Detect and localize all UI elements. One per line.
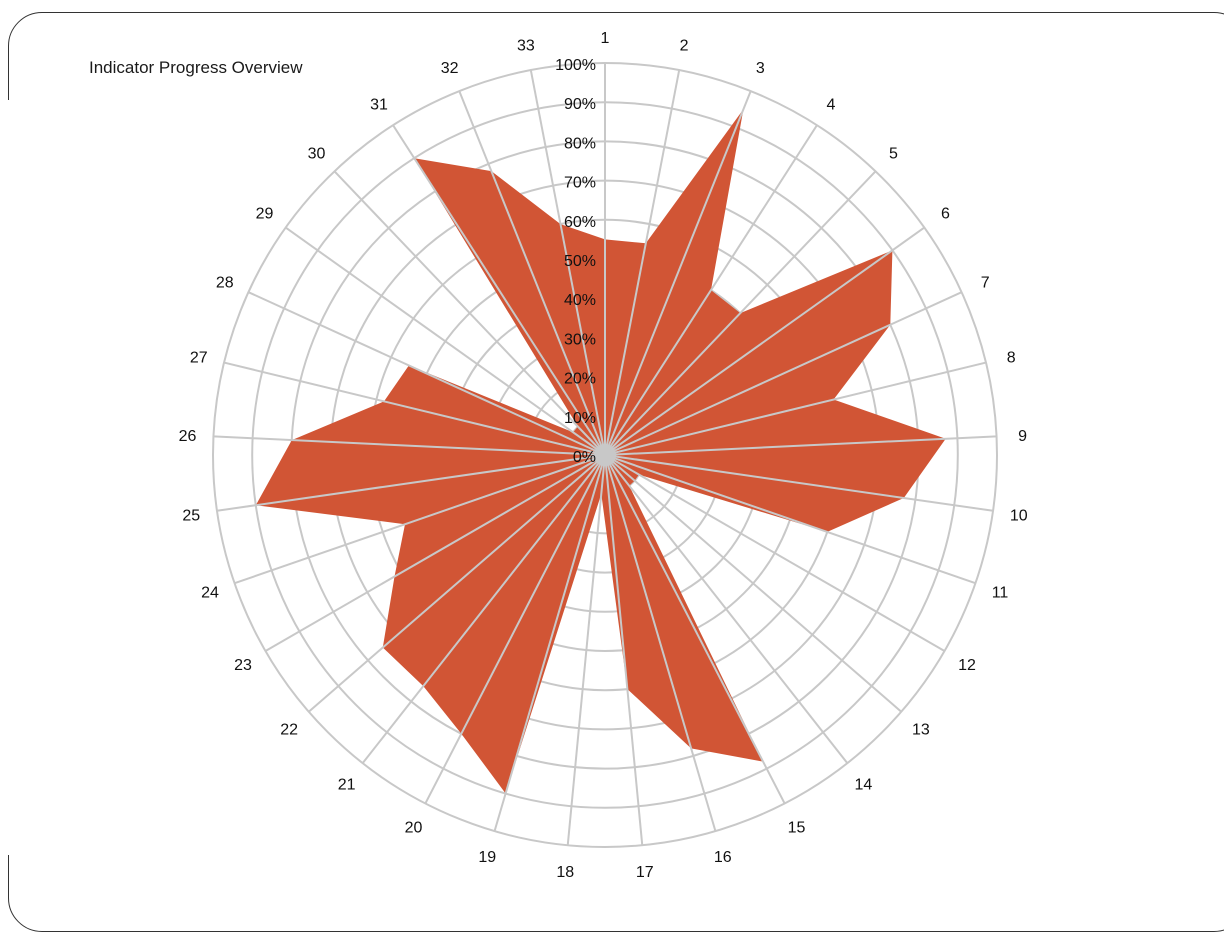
category-label-5: 5 xyxy=(889,145,898,162)
radial-tick-label: 10% xyxy=(564,410,596,427)
radial-tick-label: 70% xyxy=(564,175,596,192)
category-label-29: 29 xyxy=(256,206,274,223)
category-label-28: 28 xyxy=(216,274,234,291)
category-label-16: 16 xyxy=(714,849,732,866)
category-label-3: 3 xyxy=(756,60,765,77)
category-label-31: 31 xyxy=(370,96,388,113)
category-label-26: 26 xyxy=(179,428,197,445)
category-label-27: 27 xyxy=(190,349,208,366)
category-label-11: 11 xyxy=(992,585,1009,602)
category-label-10: 10 xyxy=(1010,507,1028,524)
category-label-19: 19 xyxy=(478,849,496,866)
category-label-1: 1 xyxy=(601,30,610,47)
category-label-21: 21 xyxy=(338,777,356,794)
category-label-8: 8 xyxy=(1007,349,1016,366)
category-label-33: 33 xyxy=(517,38,535,55)
category-label-2: 2 xyxy=(680,38,689,55)
category-label-15: 15 xyxy=(788,820,806,837)
category-label-12: 12 xyxy=(958,657,976,674)
radial-tick-label: 100% xyxy=(555,57,596,74)
radial-tick-label: 90% xyxy=(564,96,596,113)
radial-tick-label: 80% xyxy=(564,135,596,152)
category-label-20: 20 xyxy=(405,820,423,837)
category-label-6: 6 xyxy=(941,206,950,223)
center-hub xyxy=(594,444,616,466)
category-label-30: 30 xyxy=(308,145,326,162)
category-label-23: 23 xyxy=(234,657,252,674)
category-label-9: 9 xyxy=(1018,428,1027,445)
category-label-18: 18 xyxy=(556,864,574,881)
category-label-24: 24 xyxy=(201,585,219,602)
radial-tick-label: 20% xyxy=(564,371,596,388)
category-label-13: 13 xyxy=(912,722,930,739)
radial-tick-label: 30% xyxy=(564,331,596,348)
category-label-22: 22 xyxy=(280,722,298,739)
radial-tick-label: 40% xyxy=(564,292,596,309)
category-label-17: 17 xyxy=(636,864,654,881)
radial-tick-label: 50% xyxy=(564,253,596,270)
category-label-25: 25 xyxy=(182,507,200,524)
category-label-14: 14 xyxy=(854,777,872,794)
radial-tick-label: 0% xyxy=(573,449,596,466)
category-label-7: 7 xyxy=(981,274,990,291)
category-label-4: 4 xyxy=(827,96,836,113)
category-label-32: 32 xyxy=(441,60,459,77)
radial-tick-label: 60% xyxy=(564,214,596,231)
